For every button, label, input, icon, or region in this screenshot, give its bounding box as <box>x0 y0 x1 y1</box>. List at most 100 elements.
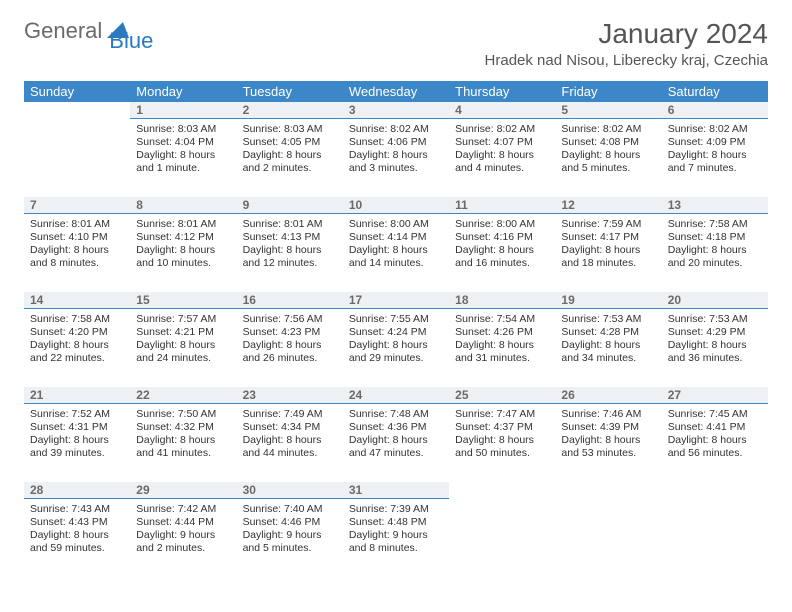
sun-info: Sunrise: 8:02 AMSunset: 4:09 PMDaylight:… <box>668 123 762 176</box>
day-cell: Sunrise: 8:01 AMSunset: 4:10 PMDaylight:… <box>24 214 130 292</box>
daylight-text: Daylight: 8 hours <box>349 434 443 447</box>
day-header-saturday: Saturday <box>662 81 768 102</box>
sun-info: Sunrise: 8:01 AMSunset: 4:13 PMDaylight:… <box>243 218 337 271</box>
day-cell: Sunrise: 7:56 AMSunset: 4:23 PMDaylight:… <box>237 309 343 387</box>
sunset-text: Sunset: 4:04 PM <box>136 136 230 149</box>
daylight-text-2: and 4 minutes. <box>455 162 549 175</box>
day-cell: Sunrise: 8:01 AMSunset: 4:13 PMDaylight:… <box>237 214 343 292</box>
daylight-text-2: and 2 minutes. <box>243 162 337 175</box>
daylight-text-2: and 5 minutes. <box>561 162 655 175</box>
day-number: 1 <box>130 102 236 119</box>
day-number: 12 <box>555 197 661 214</box>
sunrise-text: Sunrise: 7:56 AM <box>243 313 337 326</box>
day-cell: Sunrise: 7:53 AMSunset: 4:29 PMDaylight:… <box>662 309 768 387</box>
sunset-text: Sunset: 4:48 PM <box>349 516 443 529</box>
sunrise-text: Sunrise: 8:02 AM <box>455 123 549 136</box>
daylight-text-2: and 39 minutes. <box>30 447 124 460</box>
day-header-row: SundayMondayTuesdayWednesdayThursdayFrid… <box>24 81 768 102</box>
day-header-friday: Friday <box>555 81 661 102</box>
daynum-row: 78910111213 <box>24 197 768 214</box>
sunrise-text: Sunrise: 7:42 AM <box>136 503 230 516</box>
day-header-sunday: Sunday <box>24 81 130 102</box>
sun-info: Sunrise: 8:01 AMSunset: 4:12 PMDaylight:… <box>136 218 230 271</box>
day-cell <box>662 499 768 577</box>
day-cell: Sunrise: 8:02 AMSunset: 4:09 PMDaylight:… <box>662 119 768 197</box>
daylight-text: Daylight: 8 hours <box>561 244 655 257</box>
sun-info: Sunrise: 7:46 AMSunset: 4:39 PMDaylight:… <box>561 408 655 461</box>
day-number: 27 <box>662 387 768 404</box>
daylight-text: Daylight: 8 hours <box>349 149 443 162</box>
daylight-text-2: and 8 minutes. <box>30 257 124 270</box>
daylight-text: Daylight: 8 hours <box>136 339 230 352</box>
day-cell: Sunrise: 7:43 AMSunset: 4:43 PMDaylight:… <box>24 499 130 577</box>
daylight-text: Daylight: 8 hours <box>455 244 549 257</box>
day-number: 15 <box>130 292 236 309</box>
sun-info: Sunrise: 7:54 AMSunset: 4:26 PMDaylight:… <box>455 313 549 366</box>
day-number: 13 <box>662 197 768 214</box>
day-number: 21 <box>24 387 130 404</box>
sunrise-text: Sunrise: 7:58 AM <box>668 218 762 231</box>
daylight-text-2: and 2 minutes. <box>136 542 230 555</box>
sunrise-text: Sunrise: 7:57 AM <box>136 313 230 326</box>
daylight-text: Daylight: 8 hours <box>243 434 337 447</box>
day-number: 26 <box>555 387 661 404</box>
month-title: January 2024 <box>485 18 768 50</box>
week-row: Sunrise: 8:01 AM Sunset: 4:10 PM Daylight:… <box>24 214 768 292</box>
daylight-text: Daylight: 8 hours <box>136 244 230 257</box>
daylight-text: Daylight: 8 hours <box>243 339 337 352</box>
day-header-tuesday: Tuesday <box>237 81 343 102</box>
sun-info: Sunrise: 8:03 AMSunset: 4:05 PMDaylight:… <box>243 123 337 176</box>
day-number: 29 <box>130 482 236 499</box>
day-header-thursday: Thursday <box>449 81 555 102</box>
day-number: 10 <box>343 197 449 214</box>
sunset-text: Sunset: 4:17 PM <box>561 231 655 244</box>
sun-info: Sunrise: 7:58 AMSunset: 4:18 PMDaylight:… <box>668 218 762 271</box>
day-number: 5 <box>555 102 661 119</box>
sun-info: Sunrise: 7:39 AMSunset: 4:48 PMDaylight:… <box>349 503 443 556</box>
sunset-text: Sunset: 4:21 PM <box>136 326 230 339</box>
day-number: 9 <box>237 197 343 214</box>
sunrise-text: Sunrise: 7:45 AM <box>668 408 762 421</box>
day-number: 18 <box>449 292 555 309</box>
daylight-text: Daylight: 8 hours <box>561 149 655 162</box>
sunset-text: Sunset: 4:12 PM <box>136 231 230 244</box>
daylight-text-2: and 56 minutes. <box>668 447 762 460</box>
daylight-text-2: and 20 minutes. <box>668 257 762 270</box>
sunset-text: Sunset: 4:20 PM <box>30 326 124 339</box>
sunrise-text: Sunrise: 7:48 AM <box>349 408 443 421</box>
daylight-text-2: and 5 minutes. <box>243 542 337 555</box>
sun-info: Sunrise: 7:56 AMSunset: 4:23 PMDaylight:… <box>243 313 337 366</box>
sunrise-text: Sunrise: 7:50 AM <box>136 408 230 421</box>
sunrise-text: Sunrise: 7:39 AM <box>349 503 443 516</box>
daylight-text-2: and 50 minutes. <box>455 447 549 460</box>
week-row: Sunrise: 7:52 AMSunset: 4:31 PMDaylight:… <box>24 404 768 482</box>
day-number <box>662 482 768 499</box>
day-cell: Sunrise: 8:02 AMSunset: 4:07 PMDaylight:… <box>449 119 555 197</box>
sun-info: Sunrise: 7:47 AMSunset: 4:37 PMDaylight:… <box>455 408 549 461</box>
sunrise-text: Sunrise: 7:43 AM <box>30 503 124 516</box>
sunset-text: Sunset: 4:10 PM <box>30 231 124 244</box>
daylight-text-2: and 7 minutes. <box>668 162 762 175</box>
day-number: 19 <box>555 292 661 309</box>
daynum-row: 123456 <box>24 102 768 119</box>
daylight-text: Daylight: 8 hours <box>30 434 124 447</box>
day-cell: Sunrise: 8:00 AMSunset: 4:14 PMDaylight:… <box>343 214 449 292</box>
day-number: 16 <box>237 292 343 309</box>
day-cell: Sunrise: 8:02 AMSunset: 4:08 PMDaylight:… <box>555 119 661 197</box>
sunrise-text: Sunrise: 8:01 AM <box>243 218 337 231</box>
day-cell: Sunrise: 7:45 AMSunset: 4:41 PMDaylight:… <box>662 404 768 482</box>
daynum-row: 21222324252627 <box>24 387 768 404</box>
sunrise-text: Sunrise: 7:54 AM <box>455 313 549 326</box>
day-cell: Sunrise: 7:47 AMSunset: 4:37 PMDaylight:… <box>449 404 555 482</box>
sun-info: Sunrise: 8:02 AMSunset: 4:08 PMDaylight:… <box>561 123 655 176</box>
daylight-text: Daylight: 8 hours <box>243 149 337 162</box>
sunset-text: Sunset: 4:44 PM <box>136 516 230 529</box>
day-cell: Sunrise: 8:03 AMSunset: 4:05 PMDaylight:… <box>237 119 343 197</box>
day-cell: Sunrise: 7:52 AMSunset: 4:31 PMDaylight:… <box>24 404 130 482</box>
sunrise-text: Sunrise: 8:02 AM <box>561 123 655 136</box>
day-number <box>24 102 130 119</box>
daylight-text-2: and 31 minutes. <box>455 352 549 365</box>
sunset-text: Sunset: 4:34 PM <box>243 421 337 434</box>
day-number <box>449 482 555 499</box>
daylight-text: Daylight: 8 hours <box>349 339 443 352</box>
